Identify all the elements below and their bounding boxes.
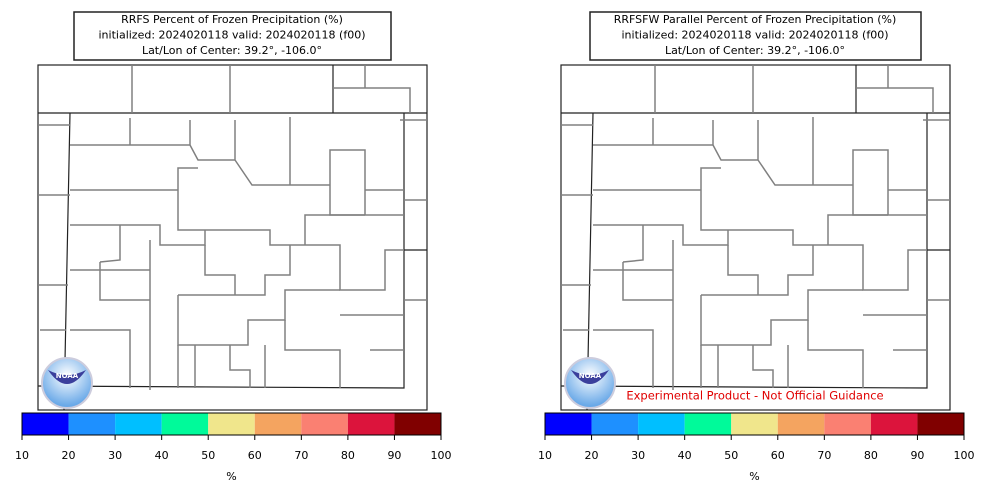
tick-label: 20 bbox=[62, 449, 76, 462]
tick-label: 90 bbox=[387, 449, 401, 462]
tick-label: 30 bbox=[108, 449, 122, 462]
tick-label: 90 bbox=[910, 449, 924, 462]
tick-label: 20 bbox=[585, 449, 599, 462]
colorbar-segment bbox=[254, 413, 302, 435]
tick-label: 10 bbox=[15, 449, 29, 462]
logo-bird bbox=[571, 370, 609, 384]
tick-label: 40 bbox=[678, 449, 692, 462]
tick-label: 50 bbox=[724, 449, 738, 462]
tick-label: 80 bbox=[864, 449, 878, 462]
tick-label: 100 bbox=[431, 449, 452, 462]
title-line: initialized: 2024020118 valid: 202402011… bbox=[622, 29, 889, 42]
tick-label: 40 bbox=[155, 449, 169, 462]
colorbar-segment bbox=[301, 413, 348, 435]
title-line: Lat/Lon of Center: 39.2°, -106.0° bbox=[665, 44, 845, 57]
tick-label: 70 bbox=[817, 449, 831, 462]
colorbar-frame bbox=[21, 412, 442, 436]
colorbar-segment bbox=[68, 413, 116, 435]
colorbar-segment bbox=[870, 413, 918, 435]
colorbar-frame bbox=[544, 412, 965, 436]
colorbar-segment bbox=[545, 413, 592, 435]
tick-label: 80 bbox=[341, 449, 355, 462]
colorbar-segment bbox=[917, 413, 964, 435]
map bbox=[37, 64, 428, 411]
colorbar-label: % bbox=[226, 470, 236, 483]
map bbox=[560, 64, 951, 411]
colorbar-segment bbox=[115, 413, 162, 435]
title-line: Lat/Lon of Center: 39.2°, -106.0° bbox=[142, 44, 322, 57]
colorbar-segment bbox=[731, 413, 778, 435]
colorbar-segment bbox=[394, 413, 441, 435]
title-box bbox=[589, 11, 922, 61]
panel: RRFS Percent of Frozen Precipitation (%)… bbox=[15, 11, 452, 483]
tick-label: 60 bbox=[771, 449, 785, 462]
colorbar-segment bbox=[684, 413, 732, 435]
tick-label: 30 bbox=[631, 449, 645, 462]
disclaimer: Experimental Product - Not Official Guid… bbox=[626, 389, 883, 403]
colorbar-label: % bbox=[749, 470, 759, 483]
tick-label: 50 bbox=[201, 449, 215, 462]
colorbar-segment bbox=[161, 413, 209, 435]
logo-text: NOAA bbox=[56, 372, 79, 380]
colorbar-segment bbox=[22, 413, 69, 435]
title-line: RRFSFW Parallel Percent of Frozen Precip… bbox=[614, 13, 897, 26]
colorbar-segment bbox=[777, 413, 825, 435]
tick-label: 60 bbox=[248, 449, 262, 462]
panel: RRFSFW Parallel Percent of Frozen Precip… bbox=[538, 11, 975, 483]
tick-label: 100 bbox=[954, 449, 975, 462]
logo-text: NOAA bbox=[579, 372, 602, 380]
tick-label: 70 bbox=[294, 449, 308, 462]
title-line: initialized: 2024020118 valid: 202402011… bbox=[99, 29, 366, 42]
logo-bird bbox=[48, 370, 86, 384]
colorbar-segment bbox=[824, 413, 871, 435]
colorbar-segment bbox=[347, 413, 395, 435]
colorbar-segment bbox=[591, 413, 639, 435]
colorbar-segment bbox=[208, 413, 255, 435]
colorbar-segment bbox=[638, 413, 685, 435]
tick-label: 10 bbox=[538, 449, 552, 462]
title-line: RRFS Percent of Frozen Precipitation (%) bbox=[121, 13, 343, 26]
title-box bbox=[73, 11, 392, 61]
